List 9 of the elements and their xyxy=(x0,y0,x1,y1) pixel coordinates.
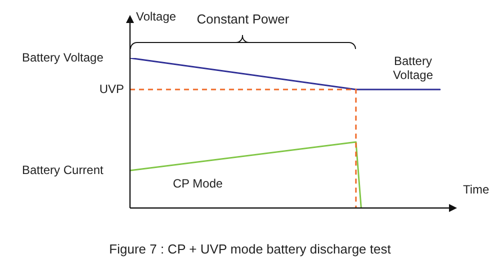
text: Battery Current xyxy=(22,162,104,177)
annotation: Battery Voltage xyxy=(392,54,434,82)
ref-line-label: UVP xyxy=(99,82,124,96)
text: Figure 7 : CP + UVP mode battery discharge test xyxy=(109,242,392,257)
x-axis-title: Time xyxy=(463,182,490,196)
text: Constant Power xyxy=(196,12,290,27)
y-axis-title: Voltage xyxy=(136,9,176,24)
annotation: CP Mode xyxy=(172,176,224,190)
text: Battery Voltage xyxy=(22,50,104,64)
